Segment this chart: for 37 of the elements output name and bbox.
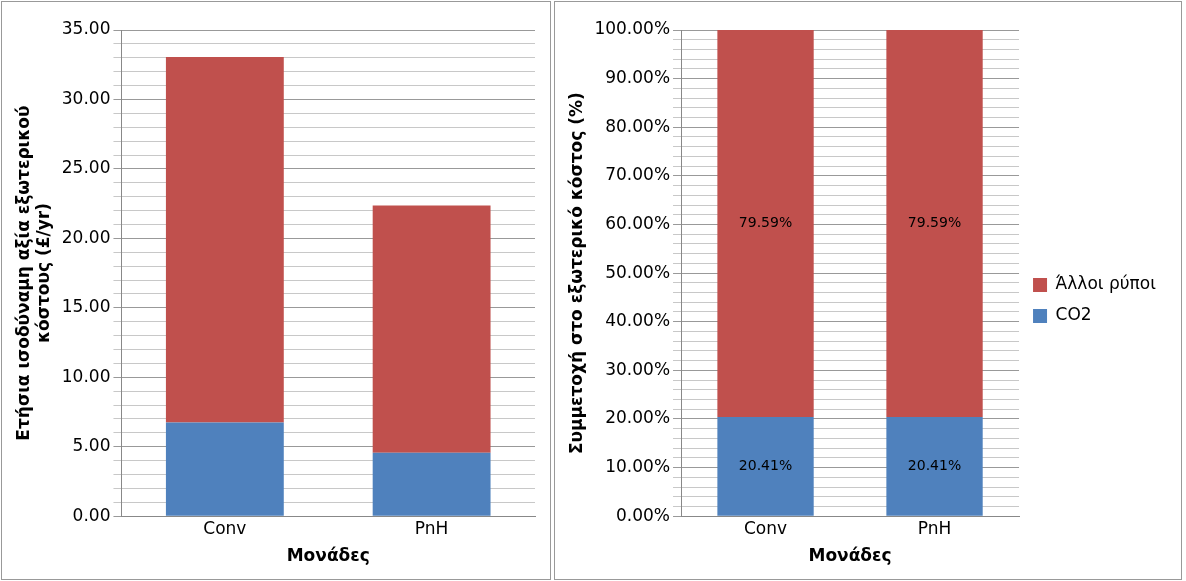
y-tick-label: 20.00 <box>61 226 111 247</box>
y-tick-label: 10.00 <box>61 365 111 386</box>
bar <box>372 205 491 453</box>
y-tick-label: 70.00% <box>605 164 671 185</box>
y-tick-label: 25.00 <box>61 157 111 178</box>
y-axis-title: Συμμετοχή στο εξωτερικό κόστος (%) <box>565 92 586 455</box>
y-axis-title: Ετήσια ισοδύναμη αξία εξωτερικού κόστους (£/yr) <box>12 105 54 441</box>
x-tick-label: Conv <box>743 517 788 538</box>
y-tick-label: 100.00% <box>594 18 671 39</box>
y-tick-label: 60.00% <box>605 212 671 233</box>
x-tick-label: Conv <box>203 517 247 538</box>
y-tick-label: 30.00% <box>605 358 671 379</box>
data-label: 79.59% <box>907 214 962 231</box>
x-axis-title: Μονάδες <box>808 545 892 566</box>
y-tick-label: 10.00% <box>605 456 671 476</box>
y-tick-label: 40.00% <box>605 310 671 331</box>
y-tick-label: 50.00% <box>605 261 671 282</box>
y-tick-label: 0.00 <box>72 504 111 525</box>
x-tick-label: PnH <box>414 517 449 538</box>
data-label: 20.41% <box>907 456 962 473</box>
y-tick-label: 20.00% <box>605 407 671 428</box>
y-tick-label: 35.00 <box>61 18 111 39</box>
legend-label: Άλλοι ρύποι <box>1055 273 1157 294</box>
x-tick-label: PnH <box>917 517 952 538</box>
legend-label: CO2 <box>1055 304 1092 325</box>
data-label: 79.59% <box>738 214 793 231</box>
x-axis-title: Μονάδες <box>286 545 370 566</box>
y-tick-label: 5.00 <box>72 435 111 456</box>
bar <box>165 56 284 423</box>
y-tick-label: 15.00 <box>61 296 111 317</box>
data-label: 20.41% <box>738 456 793 473</box>
bar <box>372 452 491 516</box>
bar <box>165 422 284 516</box>
y-tick-label: 80.00% <box>605 115 671 136</box>
y-tick-label: 0.00% <box>616 504 671 525</box>
y-tick-label: 30.00 <box>61 87 111 108</box>
y-tick-label: 90.00% <box>605 67 671 88</box>
